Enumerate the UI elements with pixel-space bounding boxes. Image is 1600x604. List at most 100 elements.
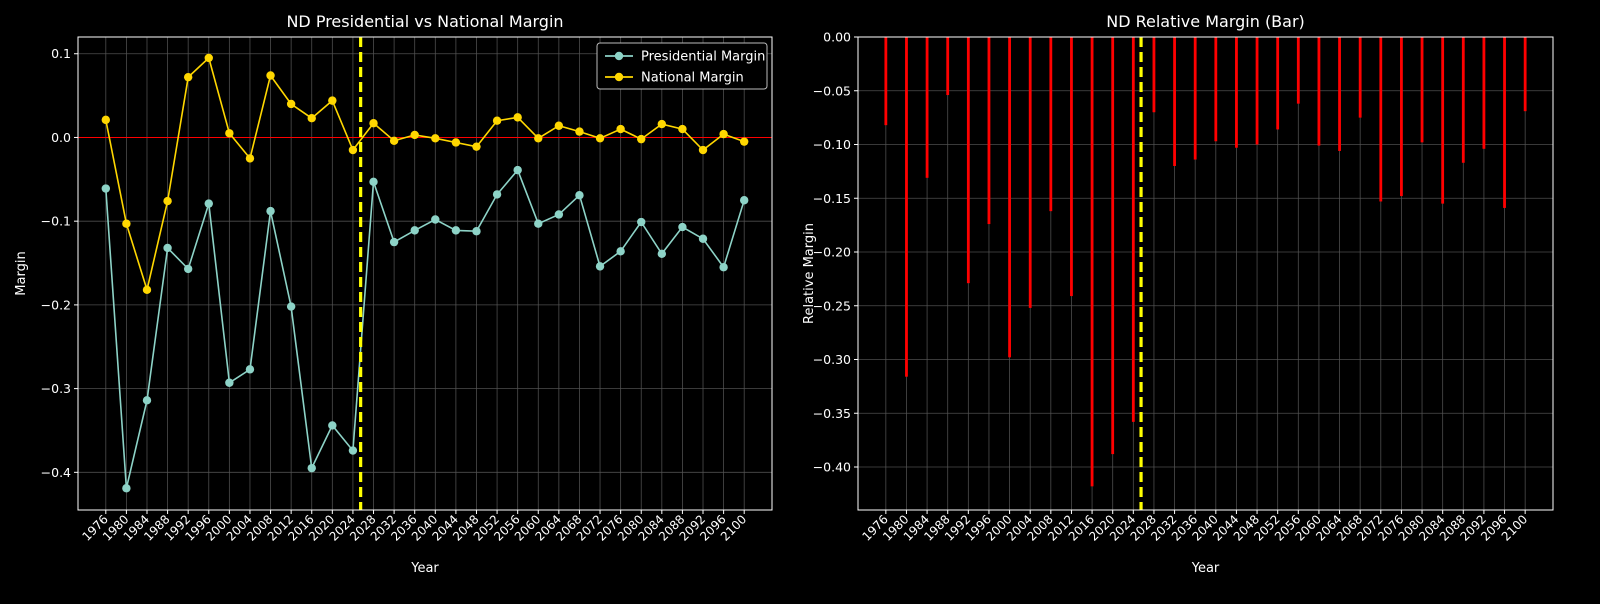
bar [1131, 37, 1135, 422]
data-point [637, 217, 646, 227]
bar [925, 37, 929, 178]
legend-swatch-marker [614, 72, 624, 82]
data-point [348, 145, 358, 155]
data-point [142, 396, 152, 405]
data-point [534, 134, 543, 143]
data-point [492, 116, 502, 125]
y-tick-label: −0.3 [41, 381, 71, 396]
data-point [657, 119, 667, 129]
data-point [183, 264, 193, 274]
bar [1173, 37, 1176, 166]
bar [1214, 37, 1218, 142]
axes-frame [77, 36, 773, 511]
data-point [286, 99, 296, 109]
data-point [513, 113, 522, 122]
y-tick-label: −0.2 [41, 297, 71, 312]
data-point [492, 190, 502, 199]
x-axis-label: Year [410, 561, 439, 576]
bar [1049, 37, 1053, 212]
data-point [616, 247, 625, 256]
data-point [183, 72, 193, 82]
data-point [698, 145, 708, 155]
legend-label: National Margin [641, 71, 744, 86]
y-tick-label: 0.0 [51, 130, 71, 145]
data-point [369, 119, 378, 128]
legend-label: Presidential Margin [641, 50, 765, 65]
bar [1008, 37, 1011, 358]
data-point [554, 210, 564, 219]
data-point [554, 121, 564, 130]
bar [1441, 37, 1445, 204]
data-point [101, 184, 111, 193]
y-tick-label: −0.25 [813, 298, 851, 313]
x-axis-label: Year [1191, 561, 1220, 576]
y-tick-label: 0.00 [823, 30, 851, 45]
bar [1296, 37, 1300, 104]
data-point [719, 129, 728, 139]
bar [946, 37, 950, 96]
data-point [657, 249, 667, 259]
y-tick-label: −0.15 [813, 191, 851, 206]
y-tick-label: −0.05 [813, 83, 851, 98]
data-point [595, 134, 605, 143]
bar [1420, 37, 1424, 143]
bar [987, 37, 991, 225]
data-point [739, 137, 749, 146]
data-point [389, 237, 399, 247]
data-point [410, 130, 419, 140]
axes-frame [857, 36, 1554, 511]
data-point [678, 124, 687, 134]
data-point [431, 134, 440, 143]
bar [1152, 37, 1156, 113]
chart-title: ND Presidential vs National Margin [286, 12, 563, 31]
data-point [163, 243, 172, 253]
data-point [122, 484, 131, 493]
bar [1090, 37, 1094, 487]
bar [1193, 37, 1197, 160]
data-point [513, 165, 522, 175]
legend-swatch-marker [614, 51, 624, 61]
bar [884, 37, 888, 126]
data-point [163, 196, 172, 206]
bar-chart-panel: 1976198019841988199219962000200420082012… [802, 12, 1554, 576]
bar [1276, 37, 1280, 130]
data-point [739, 196, 749, 205]
data-point [637, 134, 646, 144]
data-point [328, 96, 337, 105]
y-tick-label: −0.30 [813, 352, 851, 367]
plot-area [78, 37, 772, 510]
y-tick-label: 0.1 [51, 46, 71, 61]
bar [1070, 37, 1073, 297]
data-point [678, 222, 687, 232]
data-point [698, 234, 708, 243]
bar [966, 37, 970, 284]
legend-box [596, 42, 768, 90]
line-chart-panel: 1976198019841988199219962000200420082012… [14, 12, 773, 576]
data-point [142, 285, 152, 295]
data-point [101, 115, 111, 125]
bar [1482, 37, 1486, 149]
data-point [451, 226, 461, 235]
data-point [245, 365, 255, 374]
bar [1358, 37, 1362, 118]
y-tick-label: −0.4 [41, 465, 71, 480]
data-point [472, 227, 481, 236]
data-point [204, 199, 213, 208]
data-point [225, 378, 234, 387]
series-line-0 [105, 168, 745, 489]
data-point [431, 215, 440, 224]
bar [1028, 37, 1032, 308]
data-point [369, 177, 378, 187]
plot-area [858, 37, 1553, 510]
y-axis-label: Margin [14, 251, 29, 295]
bar [1400, 37, 1403, 197]
y-axis-label: Relative Margin [802, 223, 817, 324]
data-point [307, 463, 316, 473]
bar [1523, 37, 1527, 112]
bar [1503, 37, 1506, 208]
data-point [451, 138, 461, 147]
data-point [204, 53, 213, 63]
data-point [328, 421, 337, 430]
data-point [534, 219, 543, 228]
